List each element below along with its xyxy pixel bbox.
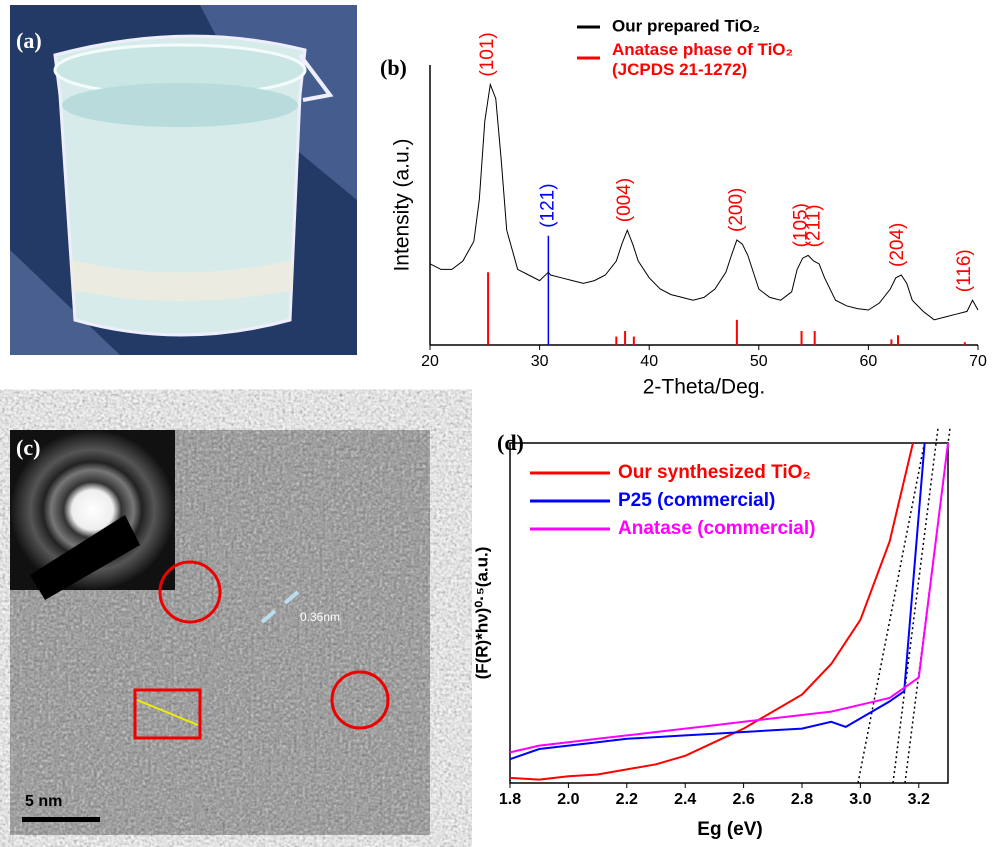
x-tick-label: 2.8 xyxy=(791,791,813,808)
x-tick-label: 2.6 xyxy=(732,791,754,808)
x-tick-label: 2.4 xyxy=(674,791,696,808)
scale-bar-label: 5 nm xyxy=(25,793,62,810)
legend-label: P25 (commercial) xyxy=(618,490,775,511)
peak-annotation: (004) xyxy=(614,178,635,222)
tem-image xyxy=(10,430,430,835)
figure: (a) (b) (c) 0.36nm 5 nm (d) 203040506070… xyxy=(0,0,1001,847)
peak-annotation: (200) xyxy=(726,188,747,232)
x-axis-label: Eg (eV) xyxy=(697,819,762,840)
x-tick-label: 70 xyxy=(969,353,987,370)
peak-annotation: (204) xyxy=(887,223,908,267)
x-tick-label: 20 xyxy=(421,353,439,370)
x-tick-label: 50 xyxy=(750,353,768,370)
beaker-photo xyxy=(10,5,357,355)
x-tick-label: 1.8 xyxy=(499,791,521,808)
legend-label: Anatase phase of TiO₂ (JCPDS 21-1272) xyxy=(612,40,812,80)
y-axis-label: (F(R)*hν)⁰·⁵(a.u.) xyxy=(472,547,491,680)
peak-annotation: (121) xyxy=(537,183,558,227)
legend-label: Our synthesized TiO₂ xyxy=(618,462,811,483)
x-tick-label: 30 xyxy=(531,353,549,370)
x-tick-label: 3.0 xyxy=(849,791,871,808)
legend-label: Our prepared TiO₂ xyxy=(612,16,760,35)
figure-canvas: (a) (b) (c) 0.36nm 5 nm (d) 203040506070… xyxy=(0,0,1001,847)
panel-label: (c) xyxy=(16,435,40,460)
legend-label: Anatase (commercial) xyxy=(618,518,815,539)
lattice-label: 0.36nm xyxy=(300,610,340,624)
x-tick-label: 2.2 xyxy=(616,791,638,808)
x-tick-label: 40 xyxy=(640,353,658,370)
x-tick-label: 2.0 xyxy=(557,791,579,808)
peak-annotation: (211) xyxy=(804,204,825,247)
panel-label: (a) xyxy=(16,28,42,53)
series-line xyxy=(430,85,978,320)
peak-annotation: (101) xyxy=(477,32,498,76)
x-axis-label: 2-Theta/Deg. xyxy=(643,376,766,399)
panel-label: (b) xyxy=(380,55,407,80)
x-tick-label: 3.2 xyxy=(908,791,930,808)
x-tick-label: 60 xyxy=(860,353,878,370)
y-axis-label: Intensity (a.u.) xyxy=(391,138,414,271)
peak-annotation: (116) xyxy=(954,249,975,292)
